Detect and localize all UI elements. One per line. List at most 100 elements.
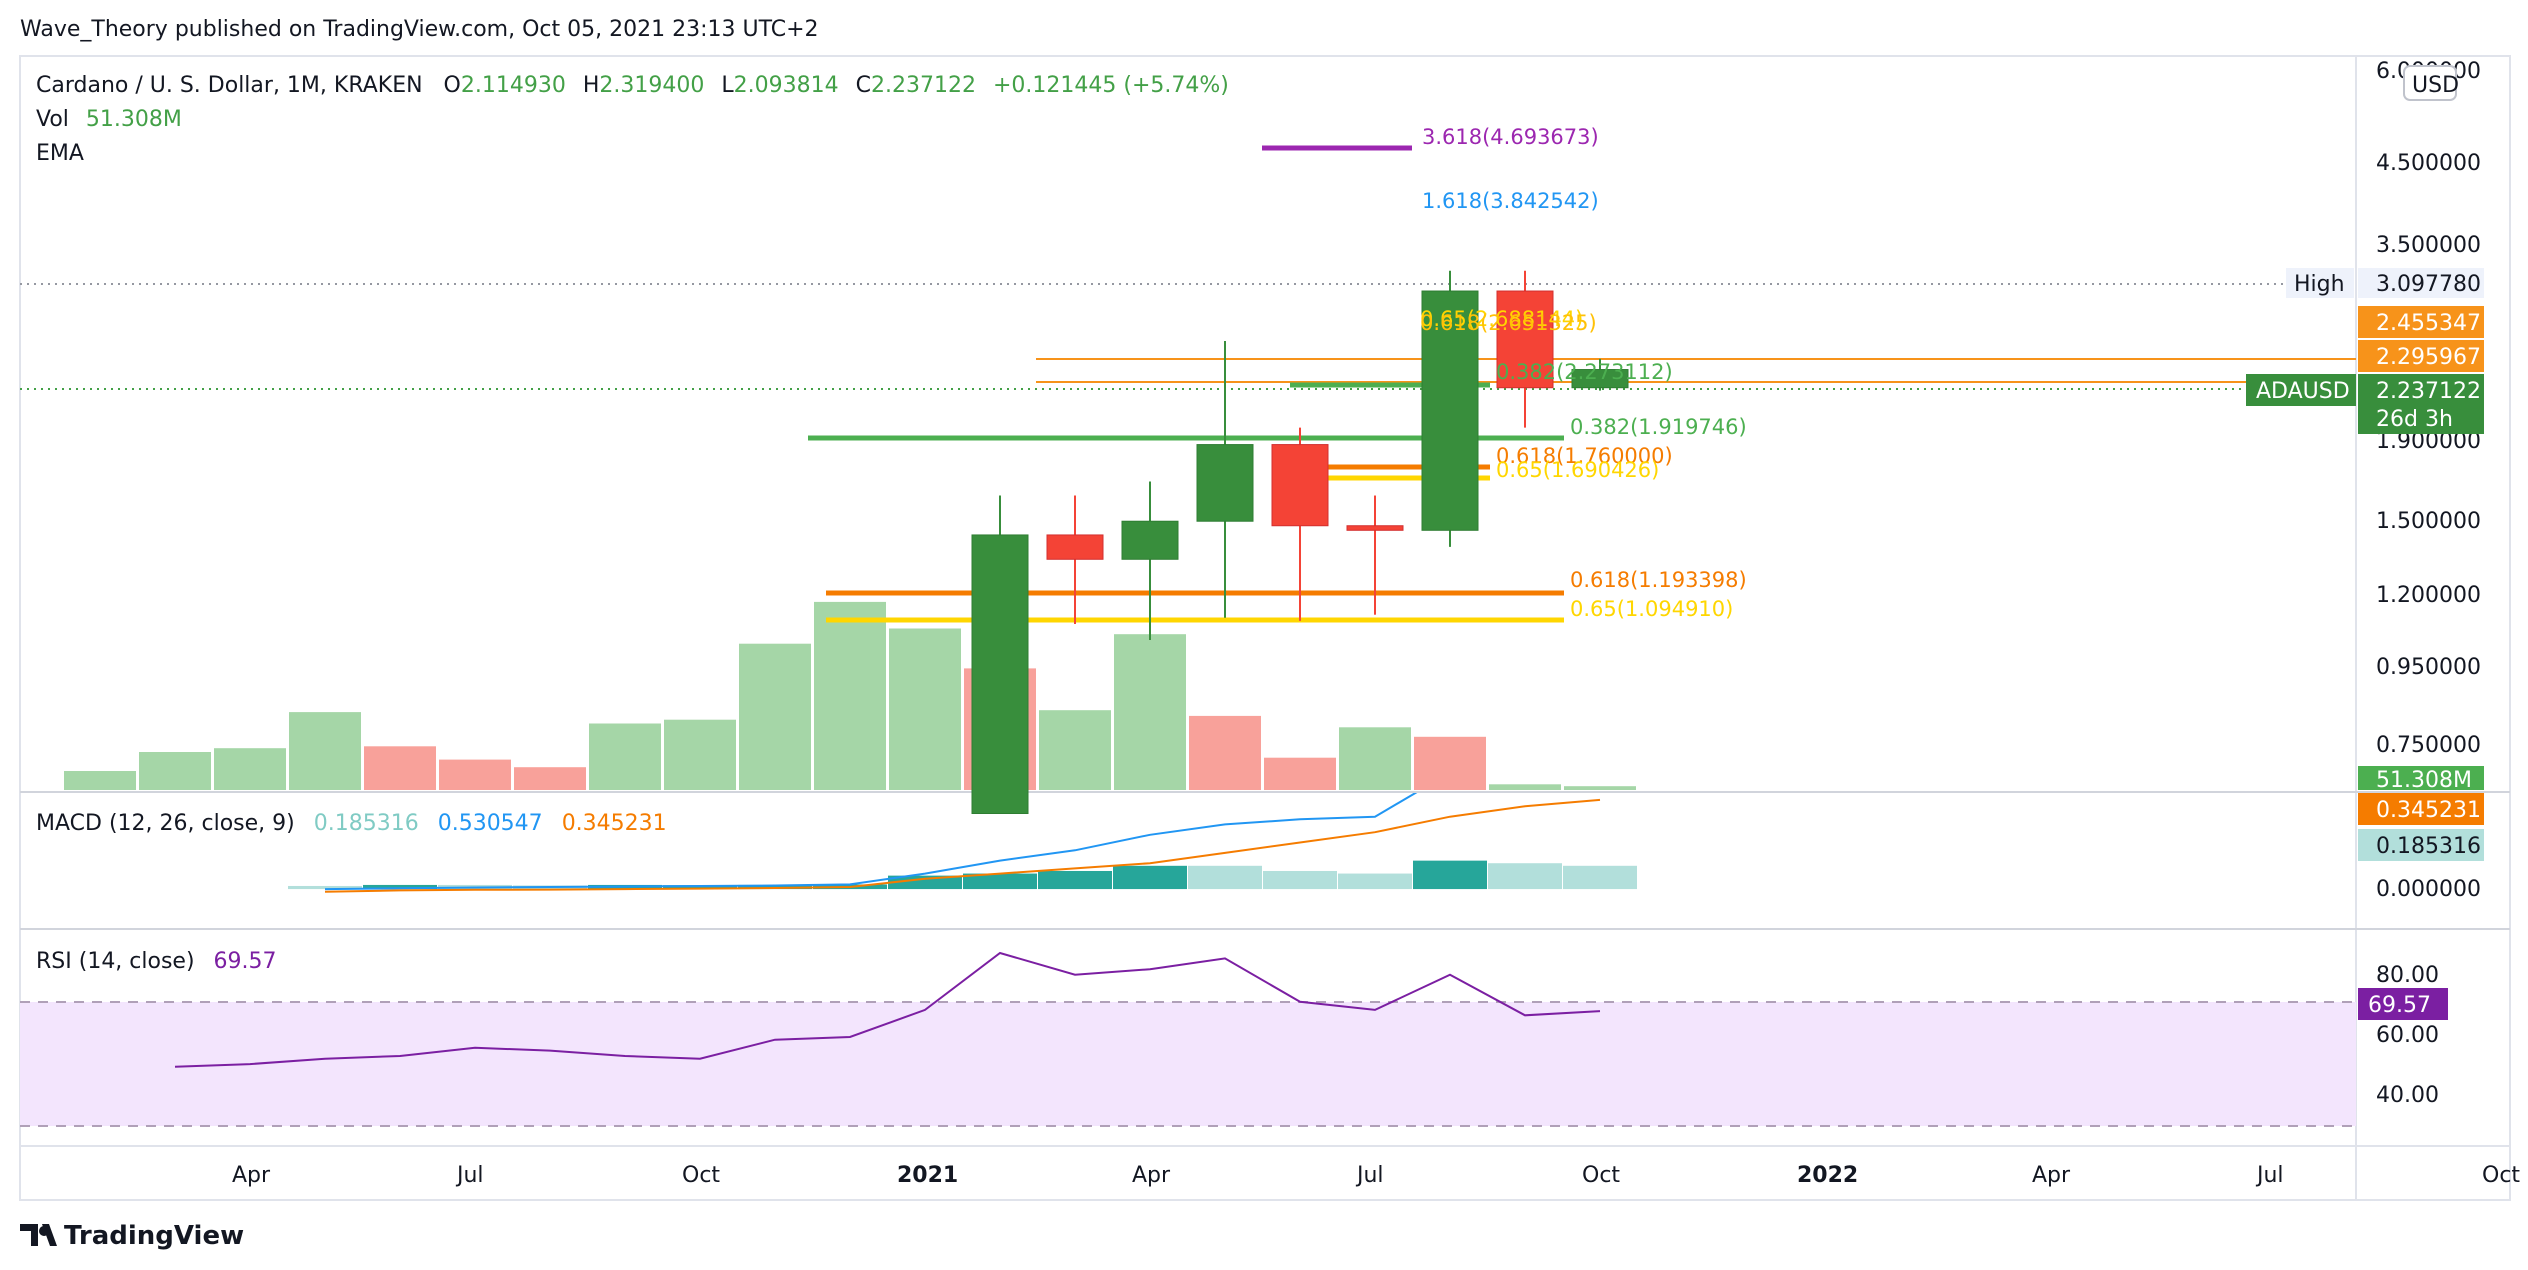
macd-hist-bar [1263,870,1337,890]
tv-logo-icon [20,1224,57,1246]
time-label: Apr [2032,1163,2071,1188]
fib-label-0382-low: 0.382(1.919746) [1570,415,1747,439]
legend-high-label: H [583,73,600,98]
rsi-legend-label: RSI (14, close) [36,949,195,974]
time-label: 2022 [1797,1163,1858,1188]
rsi-legend: RSI (14, close) 69.57 [36,949,277,974]
macd-hist-bar [363,884,437,890]
price-tag-2455: 2.455347 [2376,311,2481,336]
symbol-tag: ADAUSD [2256,379,2350,404]
fib-label-0618-low: 0.618(1.193398) [1570,568,1747,592]
countdown-tag: 26d 3h [2376,407,2453,432]
volume-bar [1564,786,1636,790]
time-label: Apr [1132,1163,1171,1188]
macd-hist-bar [1563,865,1637,890]
time-label: Oct [682,1163,720,1188]
high-value: 3.097780 [2376,272,2481,297]
volume-bar [214,748,286,790]
macd-line [324,793,1418,891]
price-tick-12: 1.200000 [2376,583,2481,608]
macd-hist-bar [1188,865,1262,890]
volume-bar [1339,727,1411,790]
volume-bar [364,746,436,790]
chart-frame [19,55,2511,1201]
symbol-tag-box [2246,374,2356,406]
volume-bar [814,601,886,790]
tradingview-logo: TradingView [20,1221,244,1251]
volume-bar [1264,757,1336,790]
high-label-box [2286,268,2354,298]
legend-change: +0.121445 (+5.74%) [993,73,1229,98]
macd-hist-bar [663,885,737,890]
price-tag-box-2455 [2358,306,2484,338]
signal-line [324,798,1601,893]
time-label: Jul [1355,1163,1384,1188]
candle-body [1046,534,1104,560]
legend-close-value: 2.237122 [871,73,976,98]
macd-hist-tag: 0.185316 [2376,834,2481,859]
high-value-box [2358,268,2484,298]
volume-bar [139,752,211,790]
legend-close-label: C [856,73,871,98]
price-tick-075: 0.750000 [2376,733,2481,758]
legend-line-1: Cardano / U. S. Dollar, 1M, KRAKEN O2.11… [36,73,1229,98]
rsi-tick-80: 80.00 [2376,963,2439,988]
macd-hist-bar [288,885,362,890]
volume-bar [889,628,961,790]
volume-bar [589,723,661,790]
time-axis[interactable]: Apr Jul Oct 2021 Apr Jul Oct 2022 Apr Jul Oct [232,1163,2520,1188]
fib-label-0618-top: 0.618(2.651325) [1420,311,1597,335]
volume-bar [514,767,586,790]
volume-bar [1039,710,1111,790]
price-tag-2295: 2.295967 [2376,345,2481,370]
price-axis[interactable]: 6.000000 USD 4.500000 3.500000 1.900000 … [2246,59,2484,1108]
macd-legend-macd: 0.530547 [438,811,543,836]
candle-body [1271,444,1329,527]
rsi-tick-40: 40.00 [2376,1083,2439,1108]
currency-box[interactable] [2403,65,2457,101]
volume-bar [664,719,736,790]
last-price-box [2358,374,2484,434]
legend-open-label: O [444,73,461,98]
macd-hist-bar [1038,870,1112,890]
fib-labels: 3.618(4.693673) 1.618(3.842542) 0.65(2.6… [1420,125,1747,621]
time-label: Apr [232,1163,271,1188]
publish-info: Wave_Theory published on TradingView.com… [20,17,819,42]
legend-ema: EMA [36,141,84,166]
volume-bar [289,712,361,790]
time-label: Oct [2482,1163,2520,1188]
macd-legend-label: MACD (12, 26, close, 9) [36,811,295,836]
time-label: Jul [455,1163,484,1188]
price-tag-box-2295 [2358,340,2484,372]
fib-label-065-low: 0.65(1.094910) [1570,597,1733,621]
last-price-tag: 2.237122 [2376,379,2481,404]
rsi-tag-box [2358,988,2448,1020]
macd-hist-bar [1488,863,1562,890]
price-tick-095: 0.950000 [2376,655,2481,680]
macd-signal-tag-box [2358,793,2484,825]
legend-vol-value: 51.308M [86,107,182,132]
fib-label-065-top: 0.65(2.688144) [1420,307,1583,331]
macd-hist-tag-box [2358,829,2484,861]
legend-low-label: L [721,73,734,98]
rsi-tag: 69.57 [2368,993,2431,1018]
macd-legend: MACD (12, 26, close, 9) 0.185316 0.53054… [36,811,667,836]
macd-signal-tag: 0.345231 [2376,798,2481,823]
time-label: Jul [2255,1163,2284,1188]
price-tick-35: 3.500000 [2376,233,2481,258]
macd-tick-0: 0.000000 [2376,877,2481,902]
legend-high-value: 2.319400 [599,73,704,98]
price-tick-45: 4.500000 [2376,151,2481,176]
macd-hist-bar [963,873,1037,890]
volume-bar [1489,784,1561,790]
legend-low-value: 2.093814 [734,73,839,98]
candle-body [1496,290,1554,389]
macd-lines [324,793,1601,893]
volume-bar [1414,736,1486,790]
vol-tag-box [2358,766,2484,790]
volume-bar [64,771,136,790]
volume-bar [439,759,511,790]
legend-vol-label: Vol [36,107,69,132]
candle-body [971,534,1029,815]
